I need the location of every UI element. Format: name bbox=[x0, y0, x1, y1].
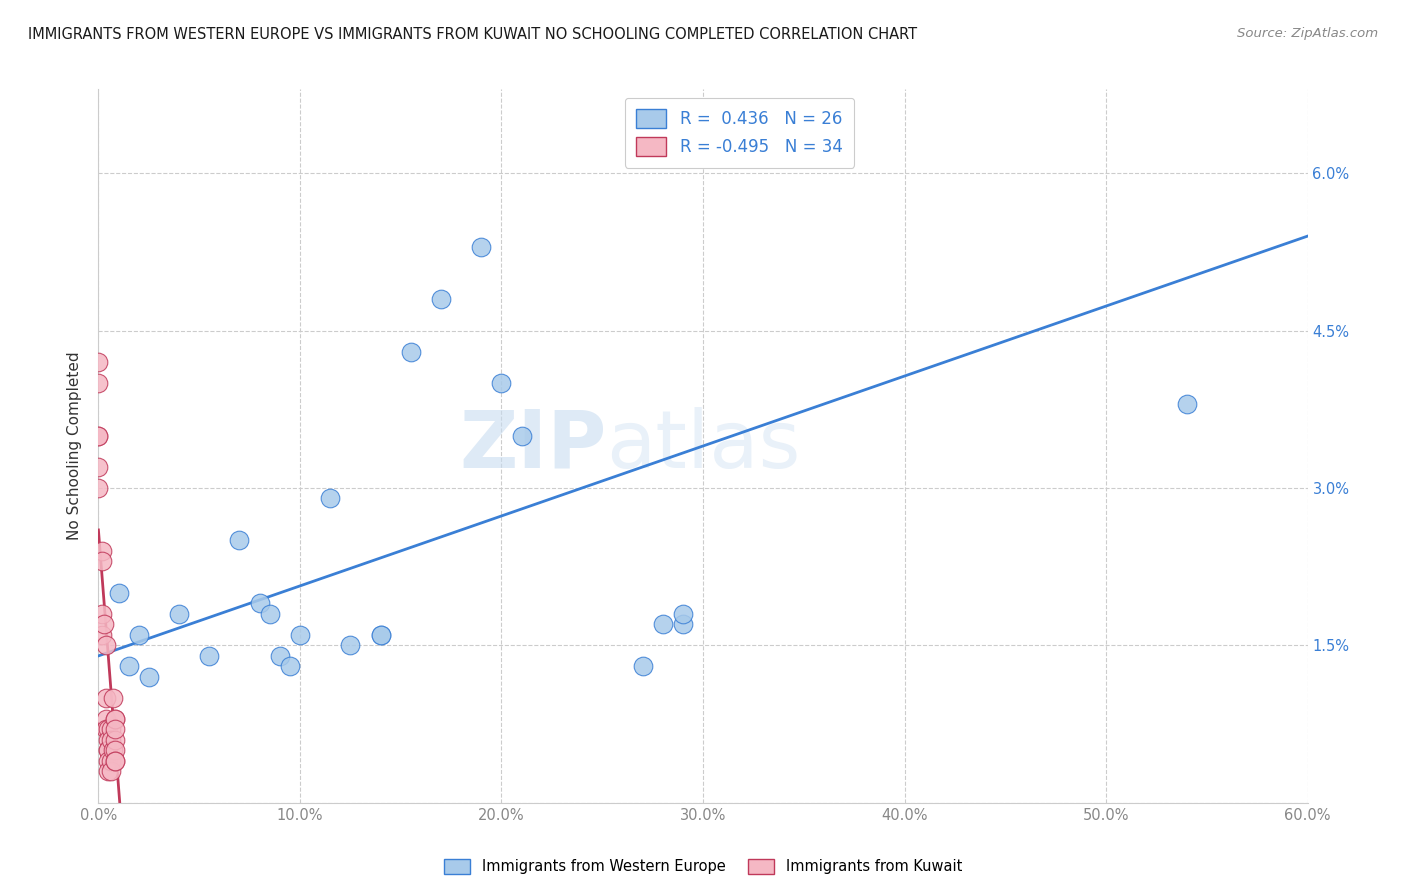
Point bbox=[430, 292, 453, 306]
Point bbox=[269, 648, 291, 663]
Point bbox=[319, 491, 342, 506]
Point bbox=[96, 639, 118, 653]
Point bbox=[103, 732, 125, 747]
Point bbox=[288, 628, 311, 642]
Point bbox=[100, 732, 122, 747]
Point bbox=[96, 712, 118, 726]
Legend: Immigrants from Western Europe, Immigrants from Kuwait: Immigrants from Western Europe, Immigran… bbox=[439, 853, 967, 880]
Point bbox=[491, 376, 513, 390]
Point bbox=[672, 617, 695, 632]
Point bbox=[97, 754, 120, 768]
Point bbox=[96, 723, 118, 737]
Point bbox=[339, 639, 361, 653]
Point bbox=[510, 428, 533, 442]
Text: IMMIGRANTS FROM WESTERN EUROPE VS IMMIGRANTS FROM KUWAIT NO SCHOOLING COMPLETED : IMMIGRANTS FROM WESTERN EUROPE VS IMMIGR… bbox=[28, 27, 917, 42]
Text: ZIP: ZIP bbox=[458, 407, 606, 485]
Point bbox=[138, 670, 160, 684]
Point bbox=[228, 533, 250, 548]
Point bbox=[651, 617, 673, 632]
Point bbox=[278, 659, 301, 673]
Point bbox=[91, 607, 114, 621]
Point bbox=[128, 628, 150, 642]
Text: atlas: atlas bbox=[606, 407, 800, 485]
Point bbox=[97, 732, 120, 747]
Point bbox=[97, 764, 120, 779]
Point bbox=[198, 648, 221, 663]
Point bbox=[100, 764, 122, 779]
Text: Source: ZipAtlas.com: Source: ZipAtlas.com bbox=[1237, 27, 1378, 40]
Point bbox=[93, 617, 115, 632]
Point bbox=[87, 428, 110, 442]
Point bbox=[249, 596, 271, 610]
Point bbox=[103, 754, 125, 768]
Point bbox=[107, 586, 129, 600]
Point bbox=[87, 428, 110, 442]
Point bbox=[91, 554, 114, 568]
Point bbox=[97, 743, 120, 757]
Point bbox=[101, 690, 124, 705]
Point bbox=[631, 659, 654, 673]
Point bbox=[370, 628, 392, 642]
Point bbox=[103, 723, 125, 737]
Point bbox=[97, 743, 120, 757]
Point bbox=[118, 659, 141, 673]
Point bbox=[87, 376, 110, 390]
Point bbox=[97, 723, 120, 737]
Y-axis label: No Schooling Completed: No Schooling Completed bbox=[67, 351, 83, 541]
Point bbox=[87, 460, 110, 475]
Point bbox=[370, 628, 392, 642]
Point bbox=[259, 607, 281, 621]
Point bbox=[103, 712, 125, 726]
Point bbox=[1175, 397, 1198, 411]
Point bbox=[100, 723, 122, 737]
Legend: R =  0.436   N = 26, R = -0.495   N = 34: R = 0.436 N = 26, R = -0.495 N = 34 bbox=[624, 97, 853, 168]
Point bbox=[103, 743, 125, 757]
Point bbox=[87, 481, 110, 495]
Point bbox=[96, 690, 118, 705]
Point bbox=[167, 607, 190, 621]
Point bbox=[101, 743, 124, 757]
Point bbox=[91, 544, 114, 558]
Point bbox=[470, 239, 492, 253]
Point bbox=[91, 628, 114, 642]
Point bbox=[103, 754, 125, 768]
Point bbox=[399, 344, 422, 359]
Point bbox=[87, 355, 110, 369]
Point bbox=[672, 607, 695, 621]
Point bbox=[103, 712, 125, 726]
Point bbox=[100, 754, 122, 768]
